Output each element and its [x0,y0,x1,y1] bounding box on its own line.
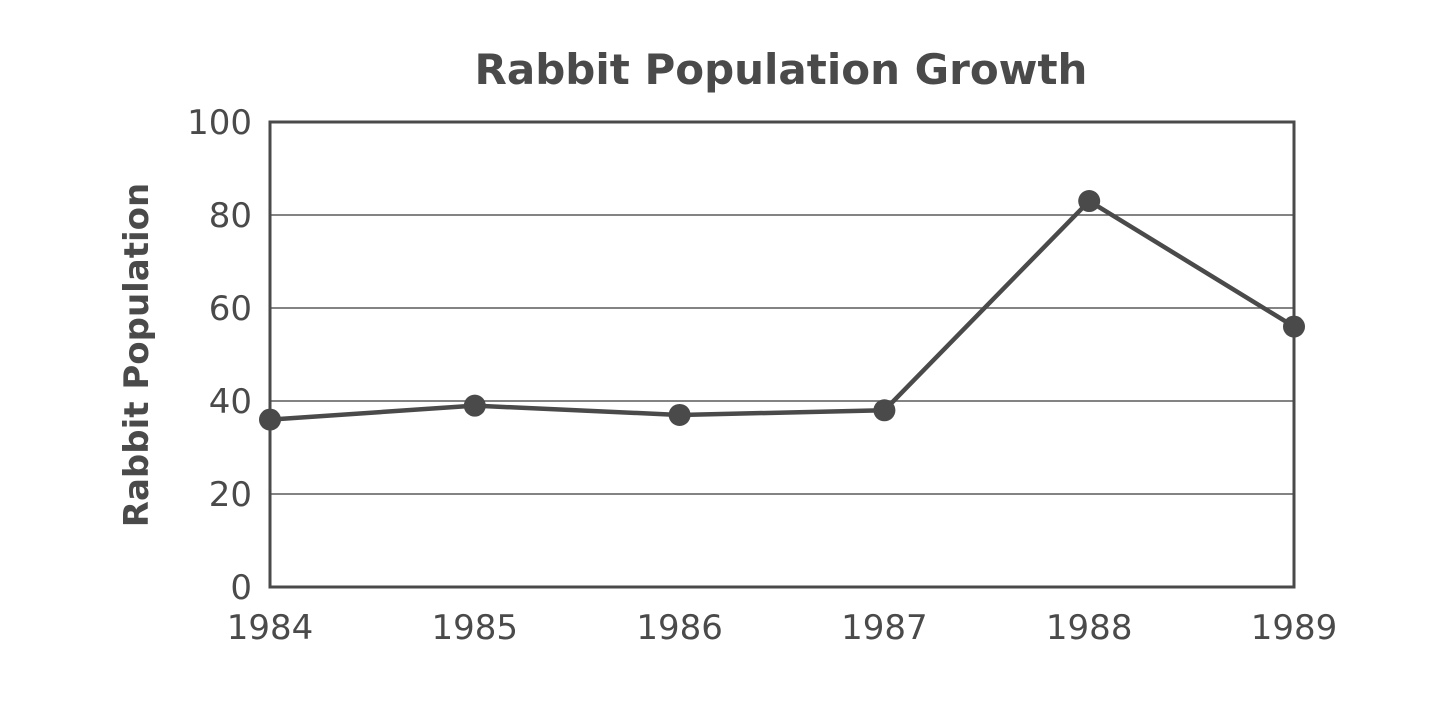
y-tick-label: 20 [209,475,252,515]
x-tick-label: 1986 [636,608,723,648]
x-tick-label: 1987 [841,608,928,648]
data-point-1985 [463,394,486,417]
y-tick-label: 100 [187,103,252,143]
x-tick-label: 1984 [227,608,314,648]
chart-title: Rabbit Population Growth [475,45,1088,94]
x-tick-label: 1985 [432,608,519,648]
y-tick-label: 60 [209,289,252,329]
data-point-1988 [1078,190,1101,213]
plot-area-frame [268,120,1296,589]
data-point-1984 [259,408,281,431]
y-tick-label: 40 [209,382,252,422]
series-line [269,198,1296,422]
y-axis-ticks: 0 20 40 60 80 100 [187,103,252,608]
y-tick-label: 0 [230,568,252,608]
data-point-1986 [668,403,691,426]
data-point-1987 [873,399,896,422]
y-tick-label: 80 [209,196,252,236]
x-tick-label: 1988 [1046,608,1133,648]
series-rabbit-population [259,190,1305,431]
gridlines [270,214,1294,495]
x-axis-ticks: 1984 1985 1986 1987 1988 1989 [227,608,1338,648]
x-tick-label: 1989 [1251,608,1338,648]
y-axis-label: Rabbit Population [117,183,157,527]
data-point-1989 [1283,315,1305,338]
